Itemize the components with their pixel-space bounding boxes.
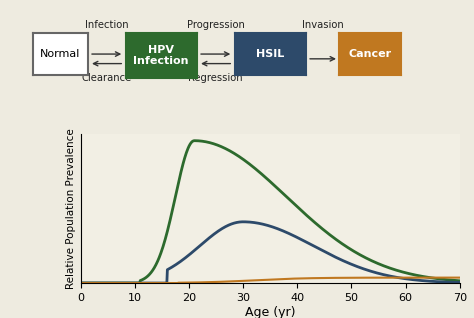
X-axis label: Age (yr): Age (yr) — [245, 306, 295, 318]
Text: HSIL: HSIL — [256, 49, 284, 59]
Text: Clearance: Clearance — [82, 73, 132, 83]
Text: Cancer: Cancer — [348, 49, 391, 59]
Text: Regression: Regression — [188, 73, 243, 83]
Text: Invasion: Invasion — [302, 20, 344, 31]
Y-axis label: Relative Population Prevalence: Relative Population Prevalence — [66, 128, 76, 289]
Text: Infection: Infection — [85, 20, 128, 31]
Text: Normal: Normal — [40, 49, 81, 59]
Text: HPV
Infection: HPV Infection — [133, 45, 189, 66]
Text: Progression: Progression — [187, 20, 245, 31]
